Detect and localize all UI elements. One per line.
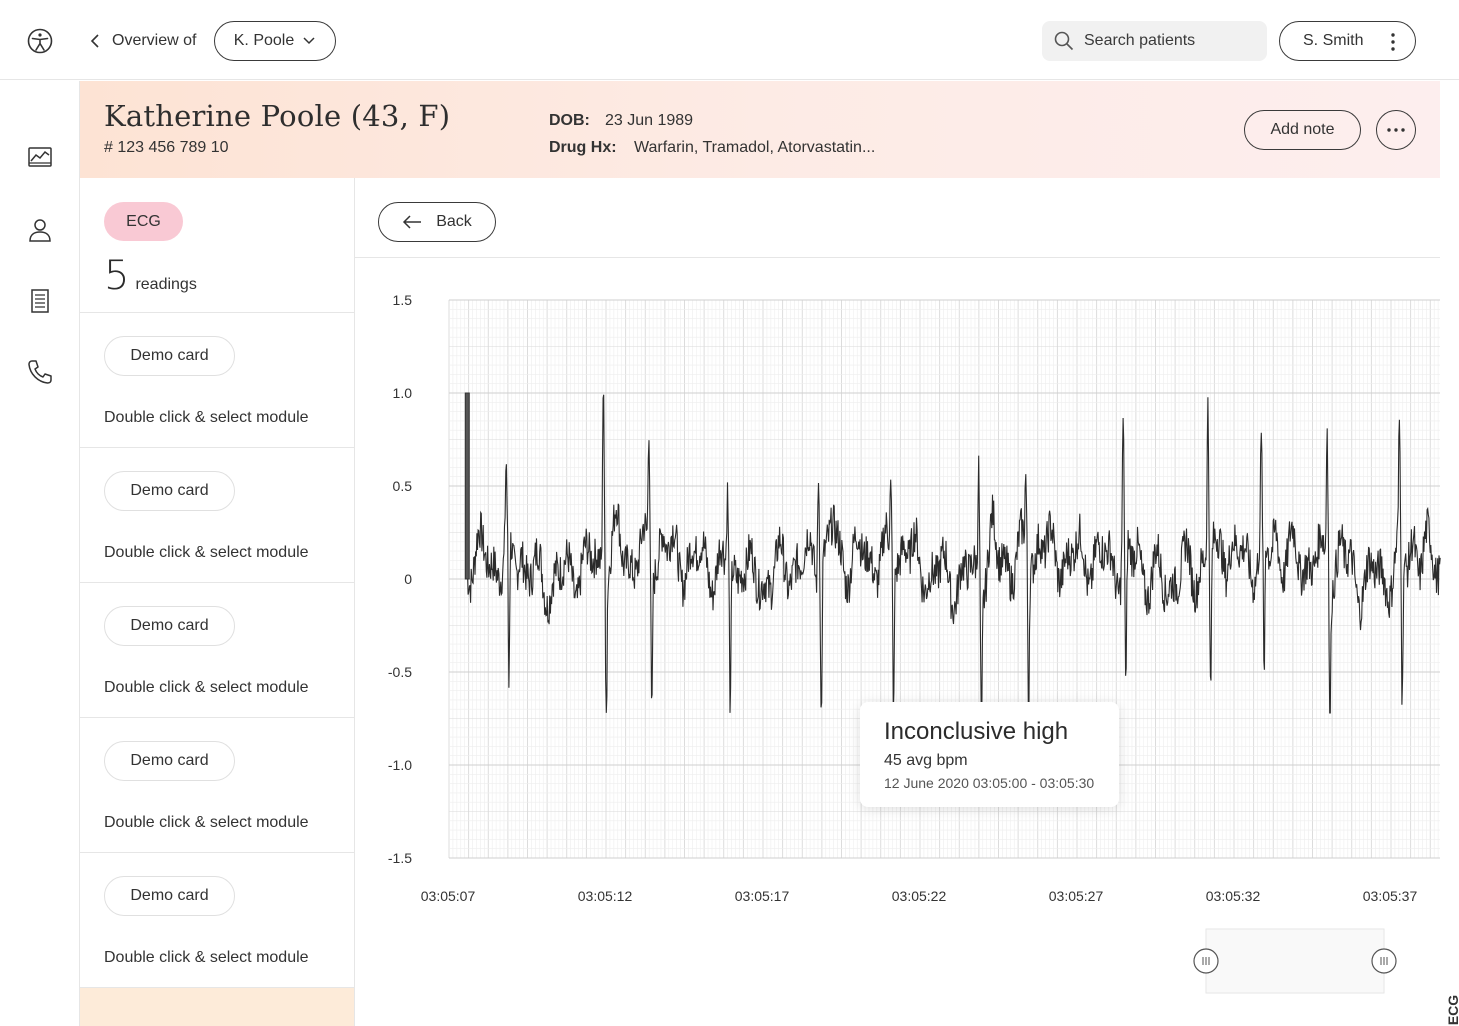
y-tick-label: -1.0	[388, 757, 412, 773]
ecg-chart[interactable]: 1.51.00.50-0.5-1.0-1.5 03:05:07 03:05:12 0…	[355, 258, 1459, 1026]
demo-card-button[interactable]: Demo card	[104, 876, 235, 916]
search-input[interactable]	[1084, 32, 1254, 50]
dob-label: DOB:	[549, 112, 590, 129]
calibration-pulse	[464, 392, 470, 580]
readings-count-number: 5	[104, 253, 130, 299]
patient-name: Katherine Poole (43, F)	[104, 99, 451, 133]
y-tick-label: 1.5	[393, 292, 413, 308]
card-hint: Double click & select module	[104, 679, 309, 696]
x-tick-label: 03:05:12	[578, 888, 633, 904]
card-hint: Double click & select module	[104, 949, 309, 966]
ecg-tag[interactable]: ECG	[104, 202, 183, 241]
card-hint: Double click & select module	[104, 814, 309, 831]
y-axis-ticks: 1.5 1.0 0.5 0 -0.5 -1.0 -1.5	[388, 292, 412, 866]
x-tick-label: 03:05:37	[1363, 888, 1418, 904]
x-axis-ticks: 03:05:07 03:05:12 03:05:17 03:05:22 03:05:27…	[421, 888, 1418, 904]
accessibility-icon[interactable]	[26, 27, 54, 55]
y-tick-label: 0	[404, 571, 412, 587]
chevron-left-icon	[90, 34, 99, 48]
search-icon	[1054, 31, 1074, 51]
side-tab-text: ECG	[1445, 994, 1459, 1026]
side-tab-label[interactable]: ECG	[1445, 994, 1459, 1026]
add-note-button[interactable]: Add note	[1244, 110, 1361, 150]
readings-count: 5 readings	[104, 253, 197, 299]
top-bar: Overview of K. Poole S. Smith	[0, 0, 1459, 80]
drug-history-label: Drug Hx:	[549, 139, 617, 156]
reading-card[interactable]: Demo card Double click & select module	[80, 447, 354, 582]
card-hint: Double click & select module	[104, 544, 309, 561]
x-tick-label: 03:05:22	[892, 888, 947, 904]
kebab-menu-icon	[1391, 33, 1395, 51]
range-selector	[1193, 928, 1397, 994]
x-tick-label: 03:05:32	[1206, 888, 1261, 904]
back-button[interactable]: Back	[378, 202, 496, 242]
readings-count-label: readings	[135, 276, 197, 293]
main-toolbar: Back	[355, 178, 1440, 258]
more-horizontal-icon	[1387, 128, 1405, 132]
drug-history-value: Warfarin, Tramadol, Atorvastatin...	[634, 139, 876, 156]
y-tick-label: 1.0	[393, 385, 413, 401]
demo-card-button[interactable]: Demo card	[104, 471, 235, 511]
ecg-trace	[464, 392, 1441, 714]
arrow-left-icon	[403, 215, 422, 229]
tooltip-title: Inconclusive high	[884, 718, 1069, 745]
reading-card[interactable]: Demo card Double click & select module	[80, 852, 354, 987]
tooltip-time-range: 12 June 2020 03:05:00 - 03:05:30	[884, 775, 1095, 791]
breadcrumb-label: Overview of	[112, 32, 197, 49]
search-bar[interactable]	[1042, 21, 1267, 61]
x-tick-label: 03:05:07	[421, 888, 476, 904]
back-button-label: Back	[436, 213, 472, 230]
card-hint: Double click & select module	[104, 409, 309, 426]
user-name: S. Smith	[1303, 32, 1364, 49]
y-tick-label: -0.5	[388, 664, 412, 680]
tooltip-bpm: 45 avg bpm	[884, 752, 968, 769]
phone-icon[interactable]	[26, 358, 54, 386]
more-options-button[interactable]	[1376, 110, 1416, 150]
breadcrumb[interactable]: Overview of	[88, 28, 196, 54]
y-tick-label: 0.5	[393, 478, 413, 494]
range-window[interactable]	[1205, 928, 1385, 994]
chart-icon[interactable]	[26, 143, 54, 171]
patient-id: # 123 456 789 10	[104, 139, 229, 156]
demo-card-button[interactable]: Demo card	[104, 606, 235, 646]
readings-panel: ECG 5 readings Demo card Double click & …	[80, 178, 355, 1026]
x-tick-label: 03:05:17	[735, 888, 790, 904]
reading-card[interactable]: Demo card Double click & select module	[80, 717, 354, 852]
ecg-waveform	[466, 394, 1441, 714]
y-tick-label: -1.5	[388, 850, 412, 866]
reading-tooltip: Inconclusive high 45 avg bpm 12 June 202…	[860, 702, 1119, 807]
patient-header: Katherine Poole (43, F) # 123 456 789 10…	[80, 81, 1440, 178]
main-panel: Back	[355, 178, 1440, 1026]
demo-card-button[interactable]: Demo card	[104, 336, 235, 376]
left-nav	[0, 81, 80, 1026]
reading-card-partial[interactable]	[80, 987, 354, 1026]
demo-card-button[interactable]: Demo card	[104, 741, 235, 781]
patient-selector-label: K. Poole	[233, 32, 295, 49]
patient-selector[interactable]: K. Poole	[214, 21, 336, 61]
dob-value: 23 Jun 1989	[605, 112, 694, 129]
user-icon[interactable]	[26, 216, 54, 244]
reading-card[interactable]: Demo card Double click & select module	[80, 312, 354, 447]
x-tick-label: 03:05:27	[1049, 888, 1104, 904]
document-icon[interactable]	[26, 287, 54, 315]
user-menu-button[interactable]: S. Smith	[1279, 21, 1416, 61]
chevron-down-icon	[303, 37, 315, 45]
reading-card[interactable]: Demo card Double click & select module	[80, 582, 354, 717]
